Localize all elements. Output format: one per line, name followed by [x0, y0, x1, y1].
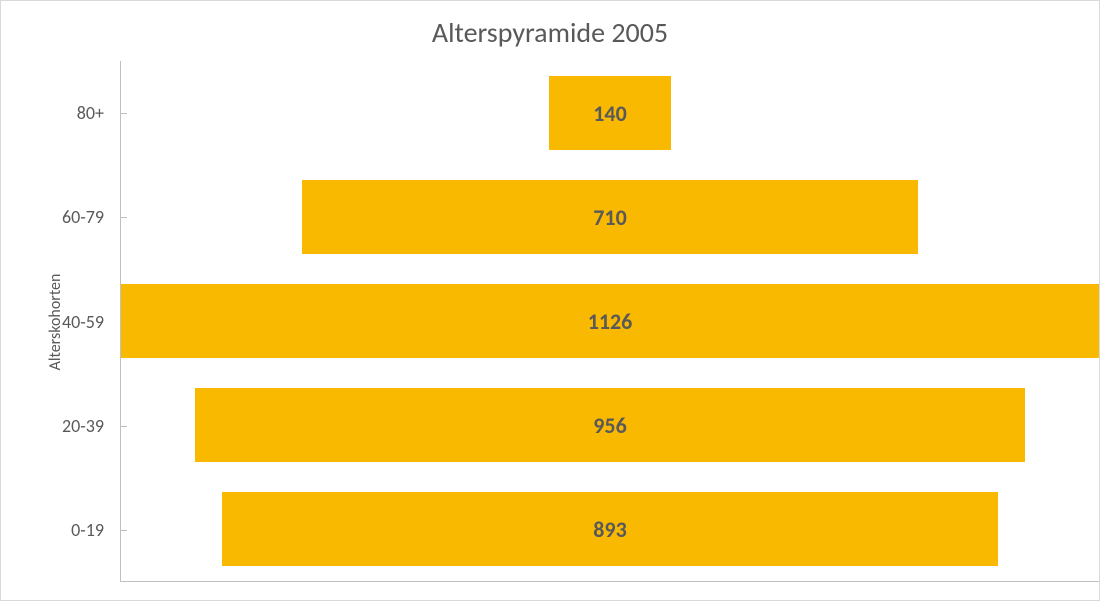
bar-value-label: 956 — [593, 412, 626, 439]
bar-value-label: 893 — [593, 516, 626, 543]
chart-title: Alterspyramide 2005 — [1, 1, 1099, 58]
bar-value-label: 140 — [593, 100, 626, 127]
bar-value-label: 1126 — [588, 308, 633, 335]
bar: 140 — [549, 76, 671, 151]
bar: 710 — [302, 180, 919, 255]
plot-area: 140 710 1126 956 893 — [121, 61, 1099, 582]
y-label-row: 80+ — [51, 61, 120, 165]
bar-slot: 1126 — [121, 269, 1099, 373]
y-label-row: 20-39 — [51, 374, 120, 478]
bar: 893 — [222, 492, 998, 567]
bar-slot: 710 — [121, 165, 1099, 269]
bar-value-label: 710 — [593, 204, 626, 231]
bar: 956 — [195, 388, 1025, 463]
bar-slot: 893 — [121, 477, 1099, 581]
y-tick-label: 40-59 — [62, 311, 104, 333]
y-tick-label: 60-79 — [62, 206, 104, 228]
bar-slot: 956 — [121, 373, 1099, 477]
chart-body: Alterskohorten 80+ 60-79 40-59 20-39 0-1… — [1, 61, 1099, 582]
y-label-row: 60-79 — [51, 165, 120, 269]
y-axis-labels: 80+ 60-79 40-59 20-39 0-19 — [1, 61, 121, 582]
bar-slot: 140 — [121, 61, 1099, 165]
y-tick-label: 0-19 — [71, 519, 104, 541]
y-label-row: 40-59 — [51, 269, 120, 373]
y-tick-label: 20-39 — [62, 415, 104, 437]
y-tick-label: 80+ — [77, 102, 104, 124]
y-label-row: 0-19 — [51, 478, 120, 582]
chart-container: Alterspyramide 2005 Alterskohorten 80+ 6… — [0, 0, 1100, 601]
bar: 1126 — [121, 284, 1099, 359]
